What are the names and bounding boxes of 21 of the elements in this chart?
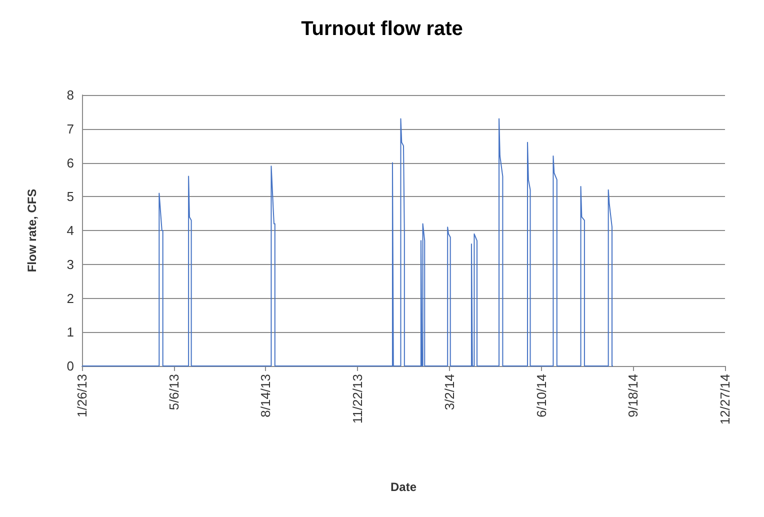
x-tick-label: 12/27/14 [718,374,732,425]
chart-title: Turnout flow rate [301,18,463,40]
y-tick-label: 3 [66,256,74,272]
x-tick-label: 6/10/14 [534,374,549,418]
y-tick-label: 4 [66,223,74,238]
y-axis-title: Flow rate, CFS [25,188,39,272]
y-tick-label: 1 [66,324,74,340]
x-tick-label: 1/26/13 [74,374,90,418]
y-tick-label: 6 [66,155,74,170]
y-tick-label: 8 [66,88,74,102]
y-tick-label: 0 [66,358,74,374]
x-tick-label: 8/14/13 [258,374,274,418]
x-tick-label: 9/18/14 [626,374,641,418]
y-tick-label: 5 [66,189,74,204]
x-tick-label: 11/22/13 [350,374,366,424]
y-tick-label: 2 [66,290,74,306]
x-tick-label: 5/6/13 [166,374,182,410]
y-tick-label: 7 [66,121,74,136]
x-axis-title: Date [390,480,417,494]
line-series [82,118,614,366]
x-tick-label: 3/2/14 [442,374,457,410]
